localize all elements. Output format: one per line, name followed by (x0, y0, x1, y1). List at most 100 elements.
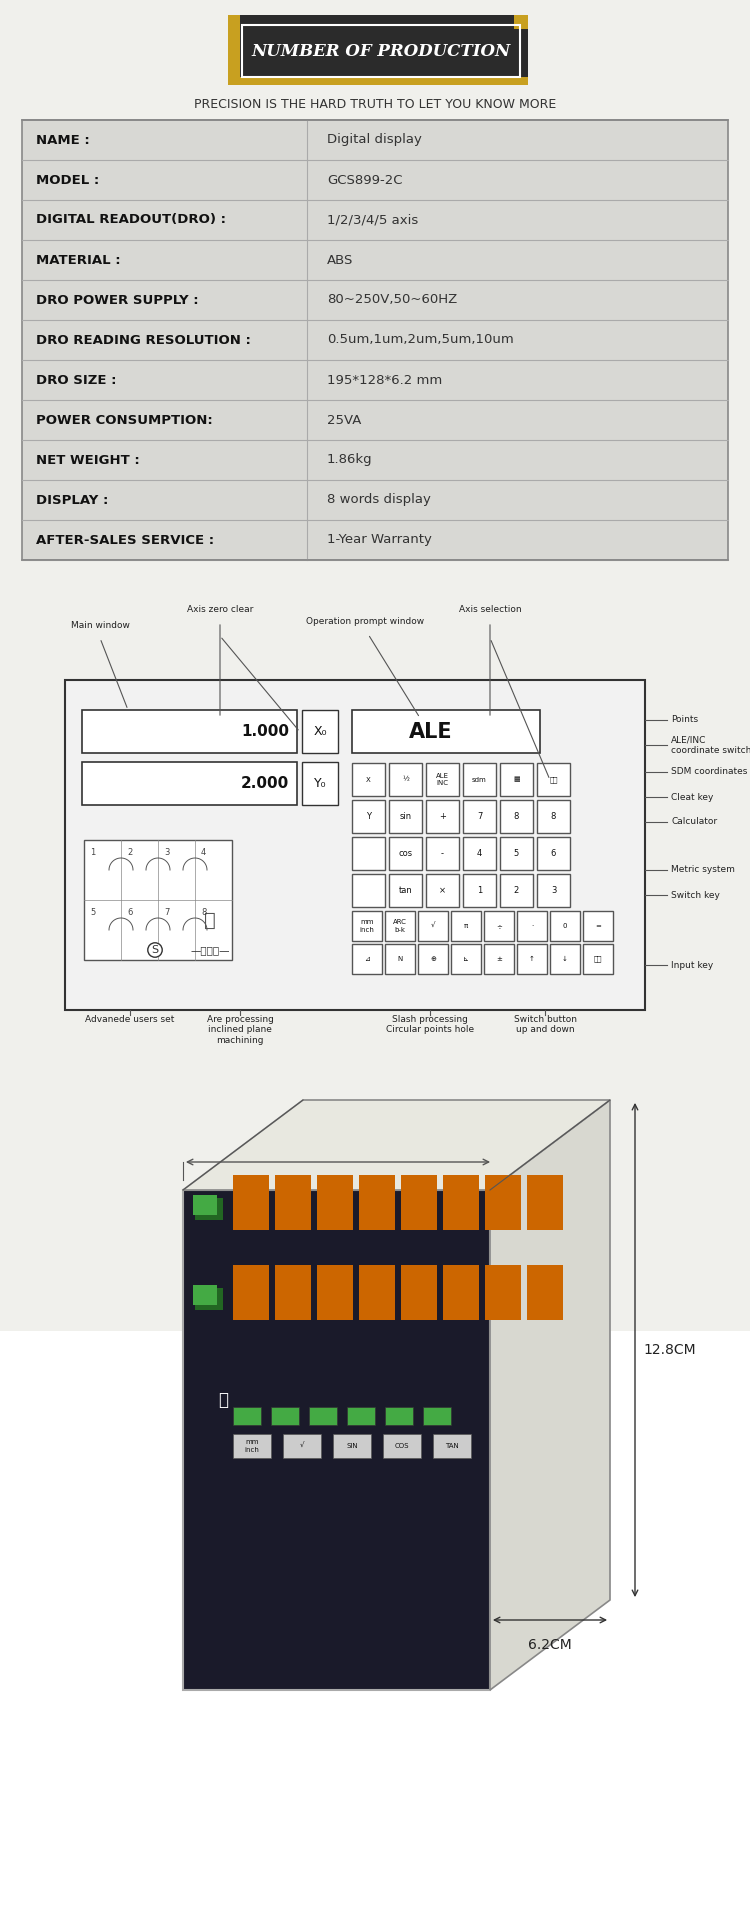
Bar (463, 763, 496, 795)
Bar (347, 1406, 375, 1425)
Bar (317, 1266, 353, 1320)
Text: Y₀: Y₀ (314, 776, 326, 790)
Bar (233, 1176, 269, 1229)
Text: Digital display: Digital display (327, 133, 422, 146)
Text: X: X (366, 776, 370, 782)
Text: =: = (595, 922, 601, 930)
Text: DIGITAL READOUT(DRO) :: DIGITAL READOUT(DRO) : (36, 213, 226, 227)
Bar (193, 1285, 217, 1304)
Text: 4: 4 (477, 849, 482, 859)
Text: Points: Points (671, 715, 698, 724)
Text: 6: 6 (550, 849, 556, 859)
Text: ×: × (439, 886, 446, 895)
Text: 25VA: 25VA (327, 413, 362, 426)
Bar (385, 911, 415, 941)
Bar (443, 1176, 479, 1229)
Bar (537, 763, 570, 795)
Text: Switch key: Switch key (671, 891, 720, 899)
Bar (242, 25, 520, 77)
Bar (65, 680, 645, 1010)
Bar (22, 119, 728, 561)
Text: 5: 5 (90, 909, 95, 916)
Text: +: + (439, 813, 446, 820)
Text: NUMBER OF PRODUCTION: NUMBER OF PRODUCTION (251, 42, 511, 60)
Text: mm
inch: mm inch (244, 1439, 260, 1452)
Bar (233, 1406, 261, 1425)
Bar (517, 943, 547, 974)
Bar (484, 911, 514, 941)
Bar (451, 911, 481, 941)
Text: 195*128*6.2 mm: 195*128*6.2 mm (327, 373, 442, 386)
Text: Calculator: Calculator (671, 818, 717, 826)
Text: DISPLAY :: DISPLAY : (36, 494, 108, 507)
Text: 4: 4 (201, 847, 206, 857)
Bar (537, 799, 570, 834)
Bar (383, 1433, 421, 1458)
Text: DRO READING RESOLUTION :: DRO READING RESOLUTION : (36, 334, 251, 346)
Bar (426, 874, 459, 907)
Bar (385, 943, 415, 974)
Bar (426, 763, 459, 795)
Text: 1: 1 (477, 886, 482, 895)
Bar (463, 799, 496, 834)
Text: 8: 8 (514, 813, 519, 820)
Text: TAN: TAN (446, 1443, 459, 1448)
Text: 1/2/3/4/5 axis: 1/2/3/4/5 axis (327, 213, 419, 227)
Bar (485, 1266, 521, 1320)
Text: √: √ (300, 1443, 304, 1448)
Bar (500, 799, 533, 834)
Text: tan: tan (399, 886, 412, 895)
Bar (309, 1406, 337, 1425)
Bar (500, 838, 533, 870)
Text: ⊾: ⊾ (463, 957, 469, 962)
Text: N: N (398, 957, 403, 962)
Bar (500, 763, 533, 795)
Bar (385, 1406, 413, 1425)
Text: 7: 7 (477, 813, 482, 820)
Text: ±: ± (496, 957, 502, 962)
Text: MODEL :: MODEL : (36, 173, 99, 186)
Bar (302, 763, 338, 805)
Text: 8 words display: 8 words display (327, 494, 430, 507)
Bar (418, 911, 448, 941)
Bar (228, 77, 528, 85)
Bar (500, 874, 533, 907)
Bar (463, 874, 496, 907)
Text: ↑: ↑ (529, 957, 535, 962)
Text: Metric system: Metric system (671, 866, 735, 874)
Polygon shape (183, 1101, 610, 1189)
Text: NAME :: NAME : (36, 133, 90, 146)
Text: —恒兴量—: —恒兴量— (190, 945, 230, 955)
Bar (233, 1266, 269, 1320)
Text: 6.2CM: 6.2CM (528, 1639, 572, 1652)
Text: 清除: 清除 (549, 776, 558, 782)
Text: cos: cos (398, 849, 412, 859)
Bar (418, 943, 448, 974)
Text: π: π (464, 922, 468, 930)
Text: 12.8CM: 12.8CM (643, 1343, 696, 1356)
Bar (401, 1266, 437, 1320)
Bar (352, 763, 385, 795)
Bar (82, 711, 297, 753)
Text: sdm: sdm (472, 776, 487, 782)
Text: 2.000: 2.000 (241, 776, 289, 791)
Text: ABS: ABS (327, 254, 353, 267)
Bar (317, 1176, 353, 1229)
Bar (537, 838, 570, 870)
Bar (352, 943, 382, 974)
Bar (333, 1433, 371, 1458)
Bar (271, 1406, 299, 1425)
Polygon shape (183, 1189, 490, 1690)
Bar (484, 943, 514, 974)
Text: 2: 2 (127, 847, 132, 857)
Bar (423, 1406, 451, 1425)
Text: ½: ½ (402, 776, 409, 782)
Text: X₀: X₀ (314, 724, 327, 738)
Text: S: S (152, 945, 158, 955)
Text: 0.5um,1um,2um,5um,10um: 0.5um,1um,2um,5um,10um (327, 334, 514, 346)
Bar (0, 1331, 750, 1921)
Text: COS: COS (394, 1443, 410, 1448)
Bar (433, 1433, 471, 1458)
Text: ALE/INC
coordinate switch: ALE/INC coordinate switch (671, 736, 750, 755)
Bar (389, 763, 422, 795)
